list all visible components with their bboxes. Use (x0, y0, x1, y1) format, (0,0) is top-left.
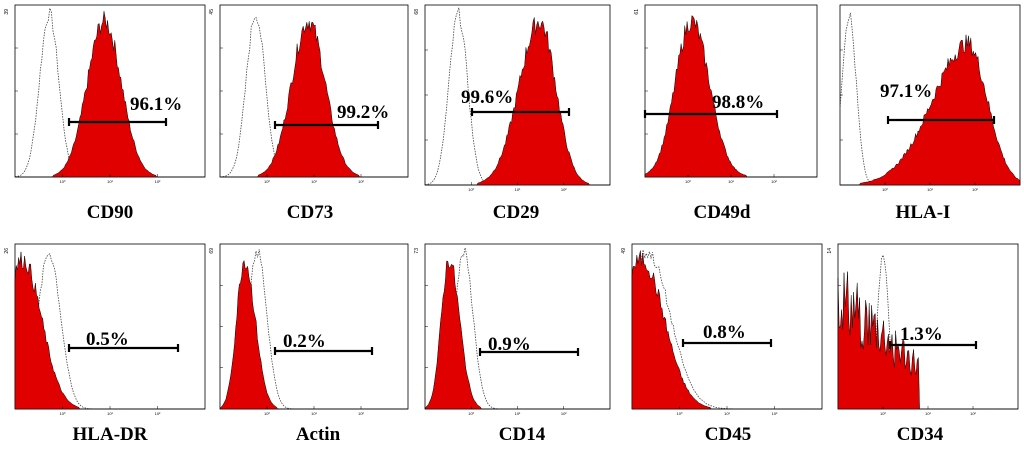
histogram-panel-cd49d: 61 10⁰ 10¹ 10² 98.8% CD49d (634, 4, 818, 223)
x-tick-label: 10² (972, 187, 978, 192)
stained-histogram (424, 260, 610, 410)
x-tick-label: 10¹ (311, 411, 317, 416)
x-tick-label: 10⁰ (59, 411, 65, 416)
percent-positive-label: 0.8% (703, 322, 746, 343)
x-tick-label: 10⁰ (264, 411, 270, 416)
marker-name-label: CD90 (87, 202, 133, 223)
x-tick-label: 10¹ (724, 411, 730, 416)
marker-name-label: CD73 (287, 202, 333, 223)
marker-name-label: HLA-DR (73, 424, 148, 445)
marker-name-label: CD45 (705, 424, 751, 445)
histogram-panel-cd45: 49 10⁰ 10¹ 10² 0.8% CD45 (621, 243, 823, 445)
percent-positive-label: 99.6% (461, 87, 513, 108)
stained-histogram (840, 34, 1021, 186)
x-tick-label: 10⁰ (685, 179, 691, 184)
histogram-panel-cd29: 68 10⁰ 10¹ 10² 99.6% CD29 (414, 4, 611, 223)
y-max-label: 39 (4, 9, 10, 15)
percent-positive-label: 0.9% (488, 334, 531, 355)
y-max-label: 69 (209, 248, 215, 254)
stained-histogram (644, 15, 817, 178)
x-tick-label: 10⁰ (59, 179, 65, 184)
marker-name-label: HLA-I (896, 202, 951, 223)
histogram-panel-cd73: 45 10⁰ 10¹ 10² 99.2% CD73 (209, 4, 409, 223)
marker-name-label: CD49d (693, 202, 750, 223)
y-max-label: 73 (414, 248, 420, 254)
x-tick-label: 10² (155, 411, 161, 416)
histogram-panel-actin: 69 10⁰ 10¹ 10² 0.2% Actin (209, 243, 409, 445)
y-max-label: 68 (414, 9, 420, 15)
x-tick-label: 10¹ (515, 411, 521, 416)
percent-positive-label: 0.2% (283, 331, 326, 352)
y-max-label: 14 (827, 248, 833, 254)
x-tick-label: 10¹ (515, 187, 521, 192)
marker-name-label: CD14 (499, 424, 546, 445)
x-tick-label: 10⁰ (880, 411, 886, 416)
stained-histogram (425, 17, 610, 186)
x-tick-label: 10² (155, 179, 161, 184)
y-max-label: 49 (621, 248, 627, 254)
y-max-label: 61 (634, 9, 640, 15)
percent-positive-label: 1.3% (900, 324, 943, 345)
histogram-panel-hla-i: 10⁰ 10¹ 10² 97.1% HLA-I (839, 4, 1021, 223)
x-tick-label: 10¹ (311, 179, 317, 184)
percent-positive-label: 97.1% (880, 81, 932, 102)
x-tick-label: 10² (561, 187, 567, 192)
x-tick-label: 10⁰ (882, 187, 888, 192)
percent-positive-label: 99.2% (337, 102, 389, 123)
x-tick-label: 10⁰ (676, 411, 682, 416)
percent-positive-label: 98.8% (712, 92, 764, 113)
histogram-panel-cd34: 14 10⁰ 10¹ 10² 1.3% CD34 (827, 243, 1019, 445)
x-tick-label: 10¹ (925, 411, 931, 416)
stained-histogram (220, 21, 408, 178)
stained-histogram (219, 259, 408, 410)
x-tick-label: 10⁰ (264, 179, 270, 184)
x-tick-label: 10² (358, 179, 364, 184)
histogram-panel-cd14: 73 10⁰ 10¹ 10² 0.9% CD14 (414, 243, 611, 445)
percent-positive-label: 0.5% (86, 329, 129, 350)
x-tick-label: 10² (358, 411, 364, 416)
marker-name-label: CD29 (493, 202, 539, 223)
marker-name-label: Actin (296, 424, 341, 445)
x-tick-label: 10⁰ (468, 187, 474, 192)
x-tick-label: 10¹ (107, 411, 113, 416)
y-max-label: 45 (209, 9, 215, 15)
percent-positive-label: 96.1% (130, 94, 182, 115)
x-tick-label: 10² (772, 411, 778, 416)
histogram-panel-cd90: 39 10⁰ 10¹ 10² 96.1% CD90 (4, 4, 206, 223)
x-tick-label: 10² (771, 179, 777, 184)
x-tick-label: 10² (970, 411, 976, 416)
x-tick-label: 10¹ (927, 187, 933, 192)
x-tick-label: 10⁰ (468, 411, 474, 416)
x-tick-label: 10² (561, 411, 567, 416)
histogram-panel-hla-dr: 26 10⁰ 10¹ 10² 0.5% HLA-DR (4, 243, 206, 445)
x-tick-label: 10¹ (107, 179, 113, 184)
stained-histogram (15, 11, 205, 178)
x-tick-label: 10¹ (728, 179, 734, 184)
y-max-label: 26 (4, 248, 10, 254)
marker-name-label: CD34 (897, 424, 944, 445)
